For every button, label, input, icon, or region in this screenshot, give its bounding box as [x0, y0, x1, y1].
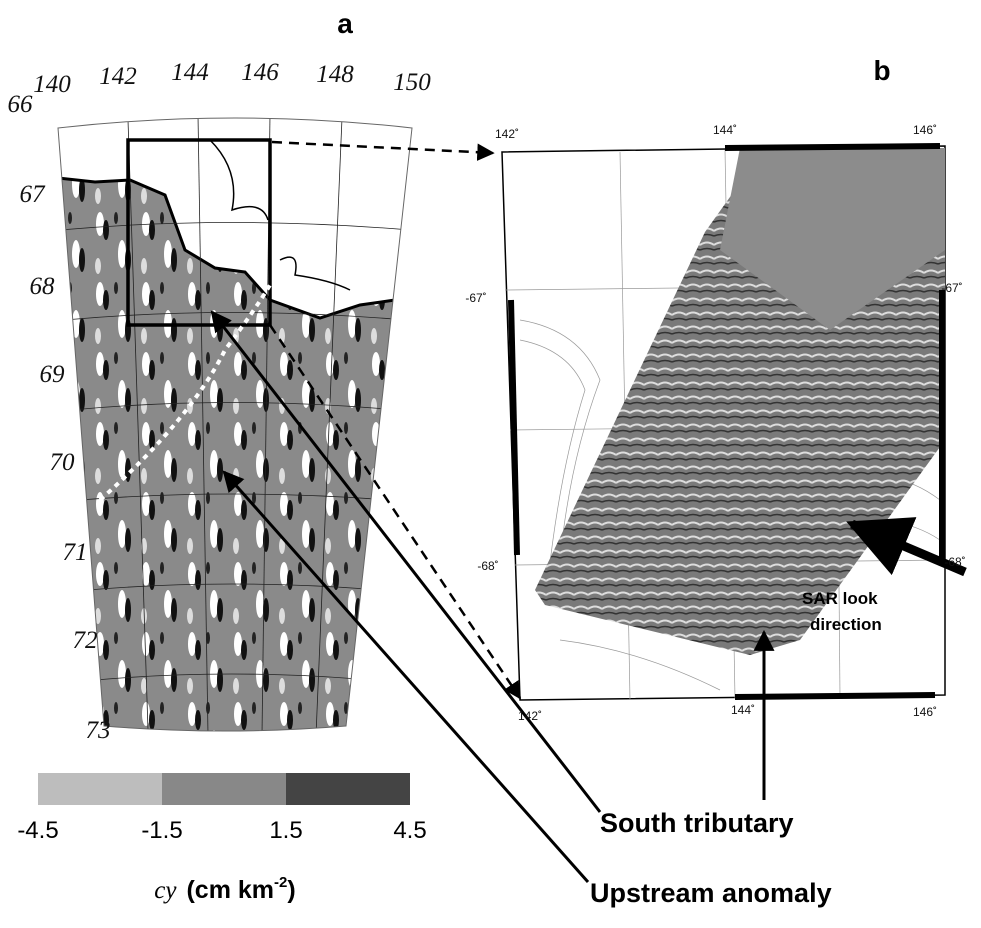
colorbar-tick-label: -4.5 — [17, 817, 58, 844]
longitude-label: 146 — [241, 59, 279, 86]
graticule-label: 142˚ — [518, 709, 542, 723]
longitude-label: 144 — [171, 59, 209, 86]
annotation: direction — [810, 615, 882, 634]
map-a — [50, 100, 420, 740]
panel-label: b — [873, 55, 890, 86]
latitude-label: 72 — [73, 627, 98, 654]
colorbar-segment — [286, 773, 410, 805]
graticule-label: 146˚ — [913, 705, 937, 719]
longitude-label: 150 — [393, 69, 431, 96]
panel-label: a — [337, 8, 353, 39]
graticule-label: 142˚ — [495, 127, 519, 141]
colorbar-tick-label: -1.5 — [141, 817, 182, 844]
longitude-label: 142 — [99, 63, 137, 90]
latitude-label: 73 — [86, 717, 111, 744]
latitude-label: 68 — [30, 273, 56, 300]
colorbar-label: cy(cm km-2) — [154, 874, 295, 904]
graticule-label: -68˚ — [477, 559, 498, 573]
annotation: SAR look — [802, 589, 878, 608]
latitude-label: 69 — [40, 361, 66, 388]
figure: a b cy(cm km-2) South tributary Upstream… — [0, 0, 981, 928]
graticule-label: -67˚ — [465, 291, 486, 305]
annotation: South tributary — [600, 808, 794, 838]
longitude-label: 140 — [33, 71, 71, 98]
annotation: Upstream anomaly — [590, 878, 832, 908]
latitude-label: 66 — [8, 91, 34, 118]
latitude-label: 67 — [20, 181, 47, 208]
colorbar-segment — [162, 773, 286, 805]
graticule-label: 144˚ — [713, 123, 737, 137]
graticule-label: -67˚ — [941, 281, 962, 295]
longitude-label: 148 — [316, 61, 354, 88]
latitude-label: 71 — [63, 539, 88, 566]
colorbar-segment — [38, 773, 162, 805]
graticule-label: -68˚ — [944, 555, 965, 569]
colorbar-tick-label: 1.5 — [269, 817, 302, 844]
graticule-label: 146˚ — [913, 123, 937, 137]
latitude-label: 70 — [50, 449, 76, 476]
colorbar-tick-label: 4.5 — [393, 817, 426, 844]
graticule-label: 144˚ — [731, 703, 755, 717]
